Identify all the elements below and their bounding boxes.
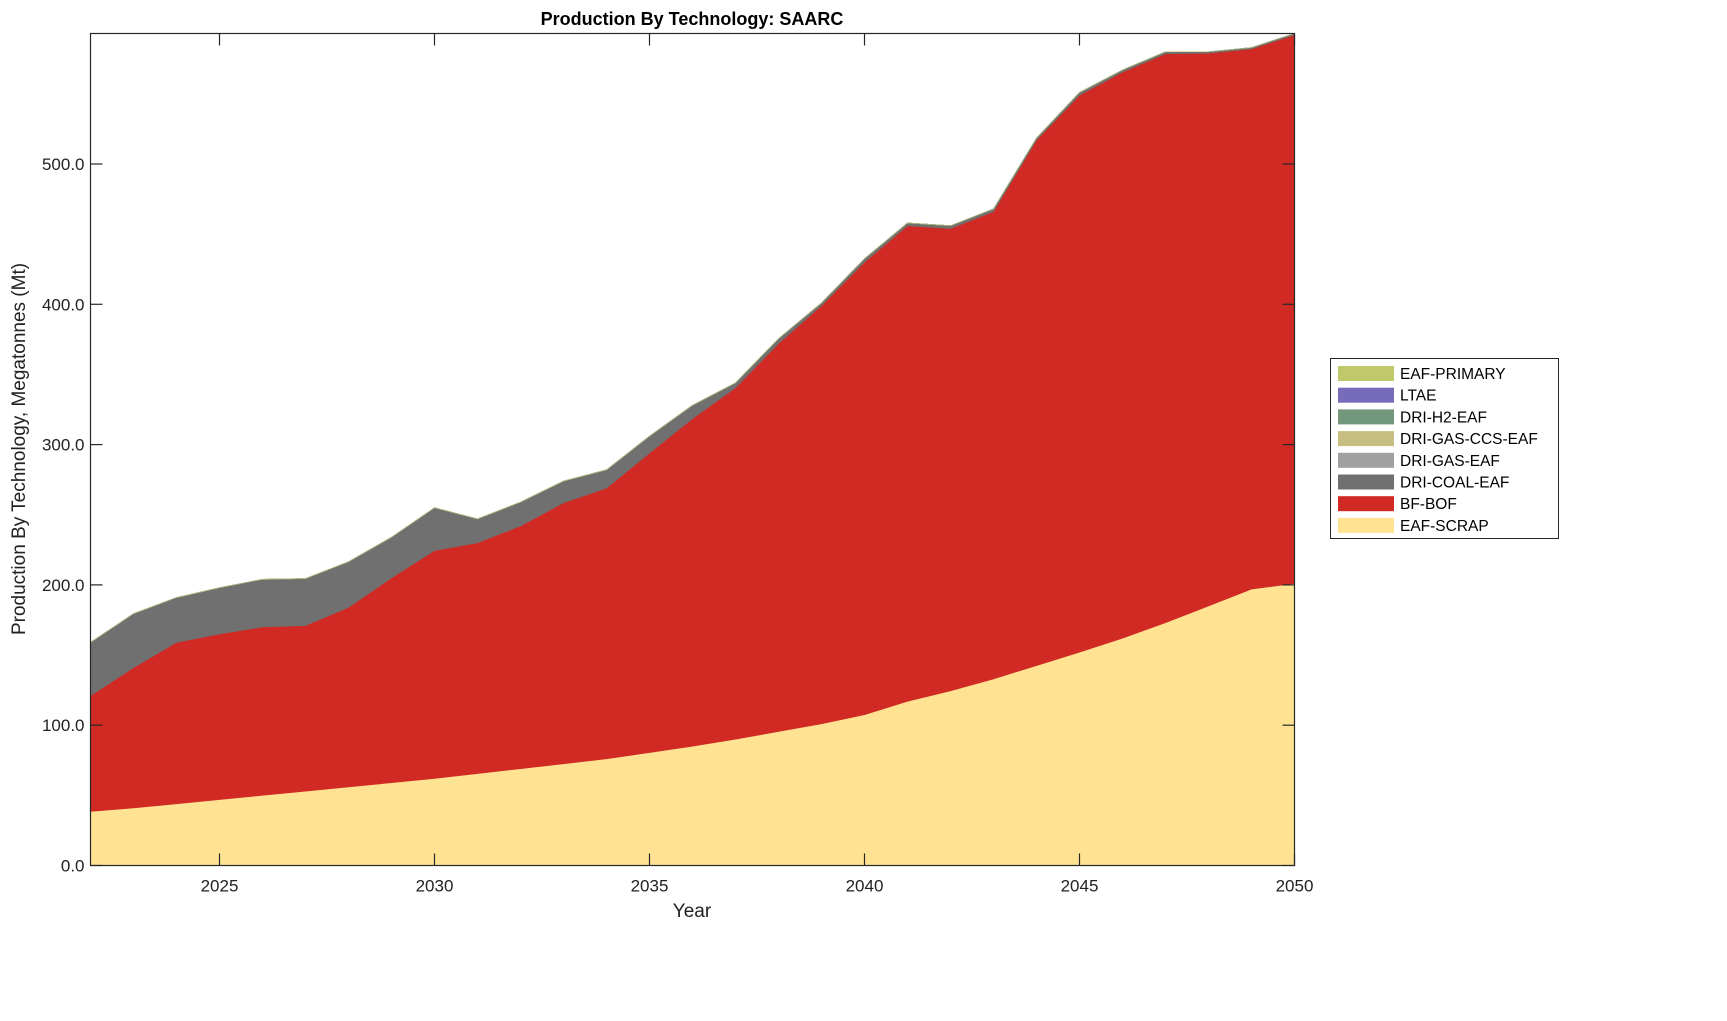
x-tick-label: 2040 <box>846 877 884 896</box>
legend-swatch <box>1338 496 1394 512</box>
legend-swatch <box>1338 387 1394 403</box>
legend-item: EAF-SCRAP <box>1338 517 1489 535</box>
legend-label: BF-BOF <box>1400 496 1457 513</box>
legend-swatch <box>1338 409 1394 425</box>
legend-label: LTAE <box>1400 388 1436 405</box>
legend-item: DRI-GAS-EAF <box>1338 452 1500 470</box>
legend-label: EAF-SCRAP <box>1400 518 1489 535</box>
y-tick-label: 500.0 <box>42 155 85 174</box>
legend-label: DRI-H2-EAF <box>1400 409 1487 426</box>
legend-label: DRI-GAS-EAF <box>1400 453 1500 470</box>
legend-item: LTAE <box>1338 387 1436 405</box>
y-axis-label: Production By Technology, Megatonnes (Mt… <box>9 263 30 635</box>
legend-swatch <box>1338 366 1394 381</box>
legend: EAF-PRIMARY LTAE DRI-H2-EAF DRI-GAS-CCS-EAF… <box>1330 358 1559 539</box>
y-tick-label: 0.0 <box>61 857 85 876</box>
x-tick-label: 2050 <box>1276 877 1314 896</box>
y-axis: 0.0 100.0 200.0 300.0 400.0 500.0 <box>42 155 1295 876</box>
x-tick-label: 2030 <box>416 877 454 896</box>
y-tick-label: 400.0 <box>42 295 85 314</box>
y-tick-label: 100.0 <box>42 716 85 735</box>
x-axis: 2025 2030 2035 2040 2045 2050 <box>201 33 1314 896</box>
y-tick-label: 200.0 <box>42 576 85 595</box>
plot-frame <box>89 32 1296 867</box>
x-axis-label: Year <box>673 901 712 922</box>
y-tick-label: 300.0 <box>42 436 85 455</box>
legend-item: EAF-PRIMARY <box>1338 366 1506 383</box>
x-tick-label: 2045 <box>1061 877 1099 896</box>
chart-title: Production By Technology: SAARC <box>541 9 844 29</box>
x-tick-label: 2035 <box>631 877 669 896</box>
stacked-areas <box>90 33 1295 866</box>
legend-swatch <box>1338 452 1394 468</box>
legend-swatch <box>1338 474 1394 490</box>
legend-item: DRI-COAL-EAF <box>1338 474 1509 492</box>
legend-item: DRI-H2-EAF <box>1338 409 1487 426</box>
legend-item: DRI-GAS-CCS-EAF <box>1338 431 1538 448</box>
legend-swatch <box>1338 517 1394 533</box>
legend-label: DRI-GAS-CCS-EAF <box>1400 431 1538 448</box>
legend-item: BF-BOF <box>1338 496 1457 513</box>
legend-swatch <box>1338 431 1394 447</box>
x-tick-label: 2025 <box>201 877 239 896</box>
legend-label: EAF-PRIMARY <box>1400 366 1506 383</box>
legend-label: DRI-COAL-EAF <box>1400 475 1509 492</box>
